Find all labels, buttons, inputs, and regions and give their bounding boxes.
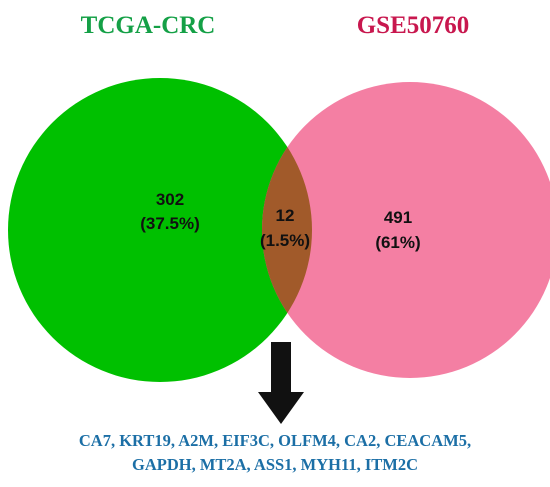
left-only-count: 302 [156,190,184,209]
gene-list-line-1: CA7, KRT19, A2M, EIF3C, OLFM4, CA2, CEAC… [79,431,471,450]
set-title-tcga-crc: TCGA-CRC [81,12,216,39]
overlap-percent: (1.5%) [260,231,310,250]
overlap-count: 12 [276,206,295,225]
left-only-percent: (37.5%) [140,214,200,233]
gene-list-line-2: GAPDH, MT2A, ASS1, MYH11, ITM2C [132,455,418,474]
right-only-percent: (61%) [375,233,420,252]
circle-tcga-crc [8,78,312,382]
set-title-gse50760: GSE50760 [357,12,470,39]
down-arrow-icon [258,342,304,424]
circle-gse50760 [262,82,550,378]
right-only-count: 491 [384,208,412,227]
